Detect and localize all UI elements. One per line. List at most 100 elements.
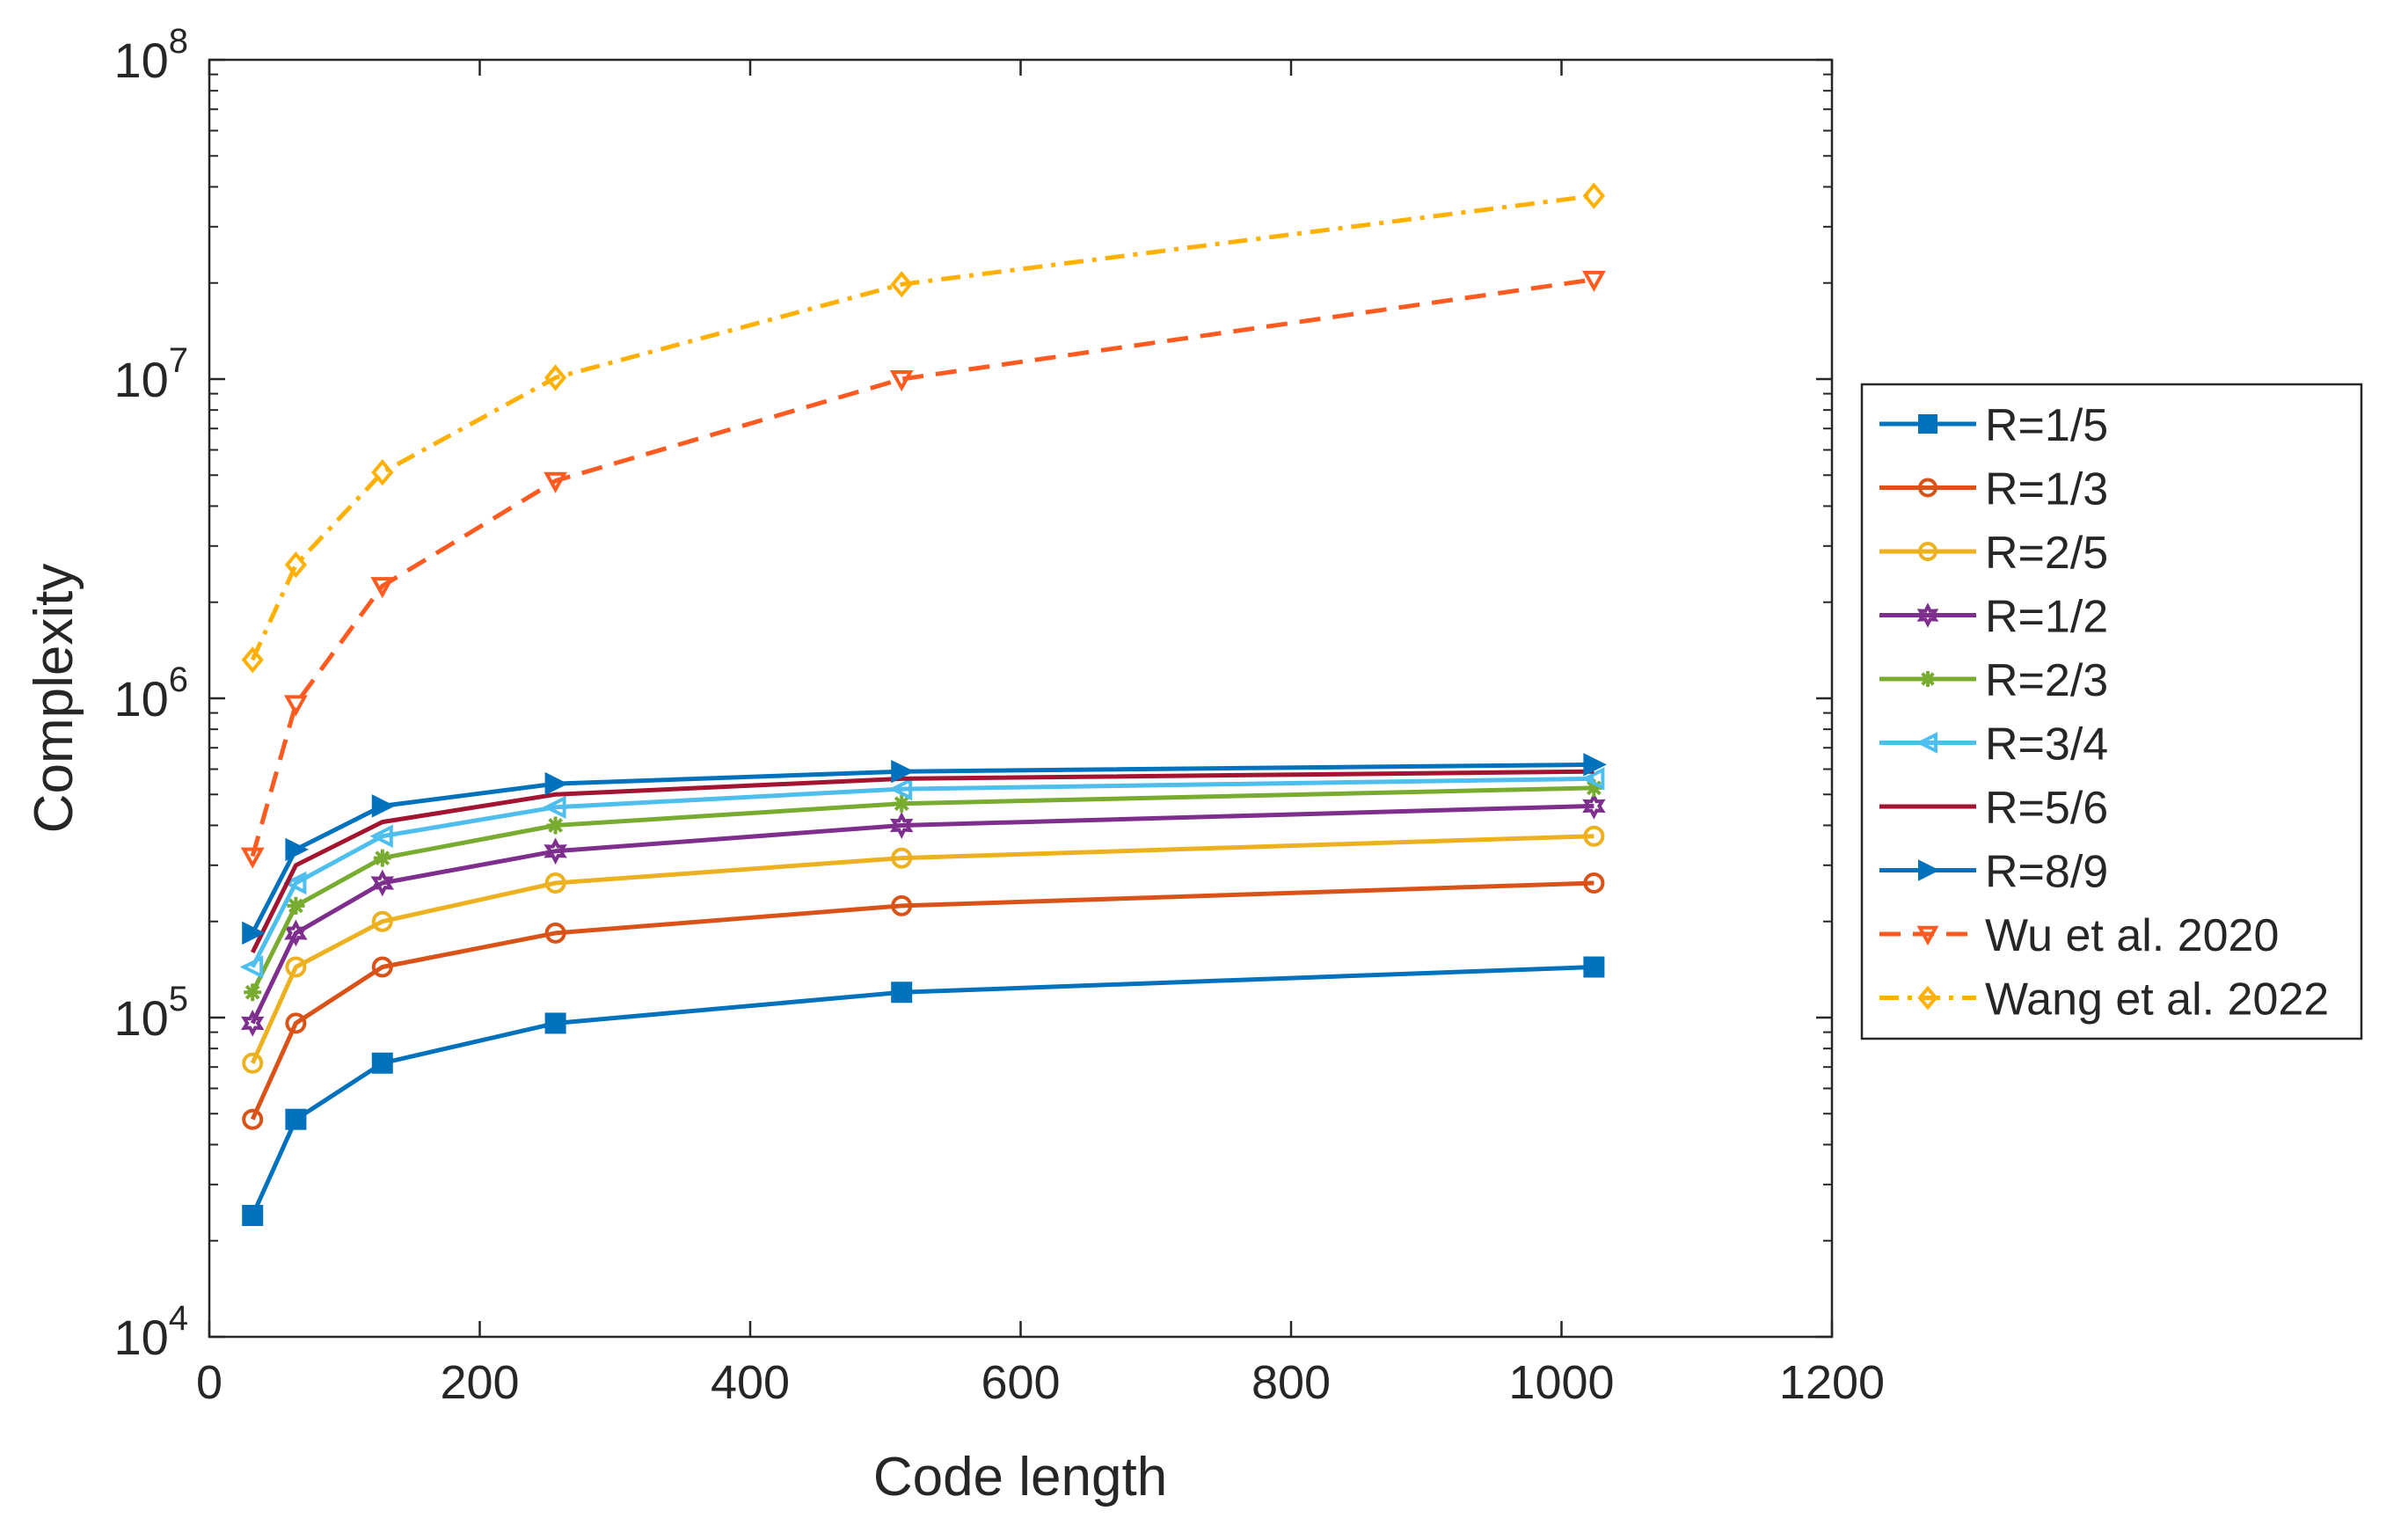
- data-point: [241, 646, 264, 674]
- data-point: [242, 1052, 264, 1074]
- legend-label: R=1/3: [1985, 464, 2108, 515]
- data-point: [889, 370, 914, 392]
- data-point: [369, 824, 393, 848]
- y-tick-label: 105: [113, 980, 188, 1046]
- data-point: [244, 983, 262, 1002]
- data-point: [242, 921, 266, 945]
- data-point: [890, 271, 913, 298]
- y-tick-base: 10: [113, 671, 168, 726]
- y-axis-label: Complexity: [24, 564, 84, 834]
- legend-marker: [1918, 542, 1937, 561]
- data-point: [891, 759, 915, 784]
- legend-box: [1860, 383, 2363, 1040]
- data-point: [889, 812, 914, 839]
- series-3: [240, 792, 1606, 1037]
- y-tick-exponent: 8: [169, 22, 188, 61]
- data-point: [284, 919, 308, 947]
- series-line: [250, 965, 1594, 1217]
- y-tick-exponent: 7: [169, 341, 188, 380]
- series-line: [250, 277, 1594, 858]
- plot-area: [208, 58, 1834, 1339]
- legend-label: R=2/5: [1985, 528, 2108, 579]
- legend-item: R=2/3: [1879, 655, 2108, 706]
- y-tick-label: 106: [113, 661, 188, 726]
- data-point: [240, 847, 265, 869]
- data-point: [544, 771, 569, 796]
- x-axis: 0 200 400 600 800 1000 1200: [196, 60, 1885, 1409]
- data-point: [544, 1012, 566, 1034]
- legend-label: Wu et al. 2020: [1985, 910, 2279, 961]
- legend-item: R=3/4: [1879, 719, 2108, 770]
- y-tick-base: 10: [113, 33, 168, 88]
- series-line: [250, 769, 1594, 954]
- series-layer: [239, 182, 1607, 1226]
- y-tick-base: 10: [113, 1310, 168, 1365]
- legend-marker: [1917, 985, 1938, 1011]
- legend-item: R=8/9: [1879, 847, 2108, 898]
- legend-label: R=1/2: [1985, 592, 2108, 643]
- data-point: [285, 1012, 307, 1034]
- series-line: [250, 803, 1594, 1025]
- legend-label: R=3/4: [1985, 719, 2108, 770]
- y-tick-label: 104: [113, 1299, 188, 1365]
- data-point: [891, 982, 913, 1004]
- y-tick-label: 107: [113, 341, 188, 407]
- series-line: [250, 762, 1594, 935]
- x-tick-label: 1200: [1779, 1356, 1885, 1409]
- y-tick-exponent: 6: [169, 661, 188, 699]
- series-1: [242, 872, 1605, 1130]
- x-tick-label: 200: [440, 1356, 519, 1409]
- legend-marker: [1918, 859, 1940, 881]
- data-point: [285, 1108, 307, 1130]
- data-point: [371, 1052, 393, 1074]
- data-point: [242, 1108, 264, 1130]
- legend-marker: [1918, 478, 1937, 498]
- data-point: [285, 956, 307, 978]
- data-point: [371, 910, 393, 932]
- legend-label: Wang et al. 2022: [1985, 974, 2329, 1025]
- data-point: [891, 894, 913, 916]
- legend-item: R=1/2: [1879, 592, 2108, 643]
- legend-label: R=1/5: [1985, 400, 2108, 451]
- data-point: [544, 872, 566, 894]
- data-point: [544, 471, 567, 493]
- legend: R=1/5 R=1/3 R=2/5 R=1/2 R=2/3 R=3/4 R=5/6 R=8/9…: [1860, 383, 2363, 1040]
- y-tick-base: 10: [113, 990, 168, 1046]
- y-tick-base: 10: [113, 352, 168, 407]
- x-tick-label: 400: [711, 1356, 790, 1409]
- data-point: [282, 871, 307, 895]
- data-point: [544, 922, 566, 944]
- series-line: [250, 834, 1594, 1064]
- data-point: [1583, 872, 1605, 894]
- series-line: [250, 193, 1594, 661]
- legend-marker: [1918, 414, 1937, 434]
- data-point: [287, 896, 305, 915]
- legend-label: R=8/9: [1985, 847, 2108, 898]
- series-6: [250, 769, 1594, 954]
- x-axis-label: Code length: [873, 1447, 1167, 1507]
- y-tick-exponent: 5: [169, 980, 188, 1018]
- legend-item: R=1/3: [1879, 464, 2108, 515]
- data-point: [370, 869, 395, 897]
- legend-item: R=5/6: [1879, 783, 2108, 834]
- legend-label: R=2/3: [1985, 655, 2108, 706]
- data-point: [543, 795, 566, 820]
- data-point: [888, 777, 913, 801]
- data-point: [1583, 956, 1605, 978]
- x-tick-label: 600: [981, 1356, 1060, 1409]
- legend-marker: [1920, 671, 1936, 687]
- data-point: [1580, 767, 1605, 791]
- x-tick-label: 800: [1251, 1356, 1331, 1409]
- data-point: [1583, 825, 1605, 847]
- data-point: [240, 1010, 265, 1037]
- legend-marker: [1915, 732, 1937, 754]
- series-line: [250, 880, 1594, 1120]
- data-point: [371, 459, 394, 486]
- data-point: [1583, 753, 1607, 777]
- data-point: [544, 364, 567, 391]
- data-point: [371, 956, 393, 978]
- data-point: [242, 1204, 264, 1226]
- data-point: [544, 837, 567, 865]
